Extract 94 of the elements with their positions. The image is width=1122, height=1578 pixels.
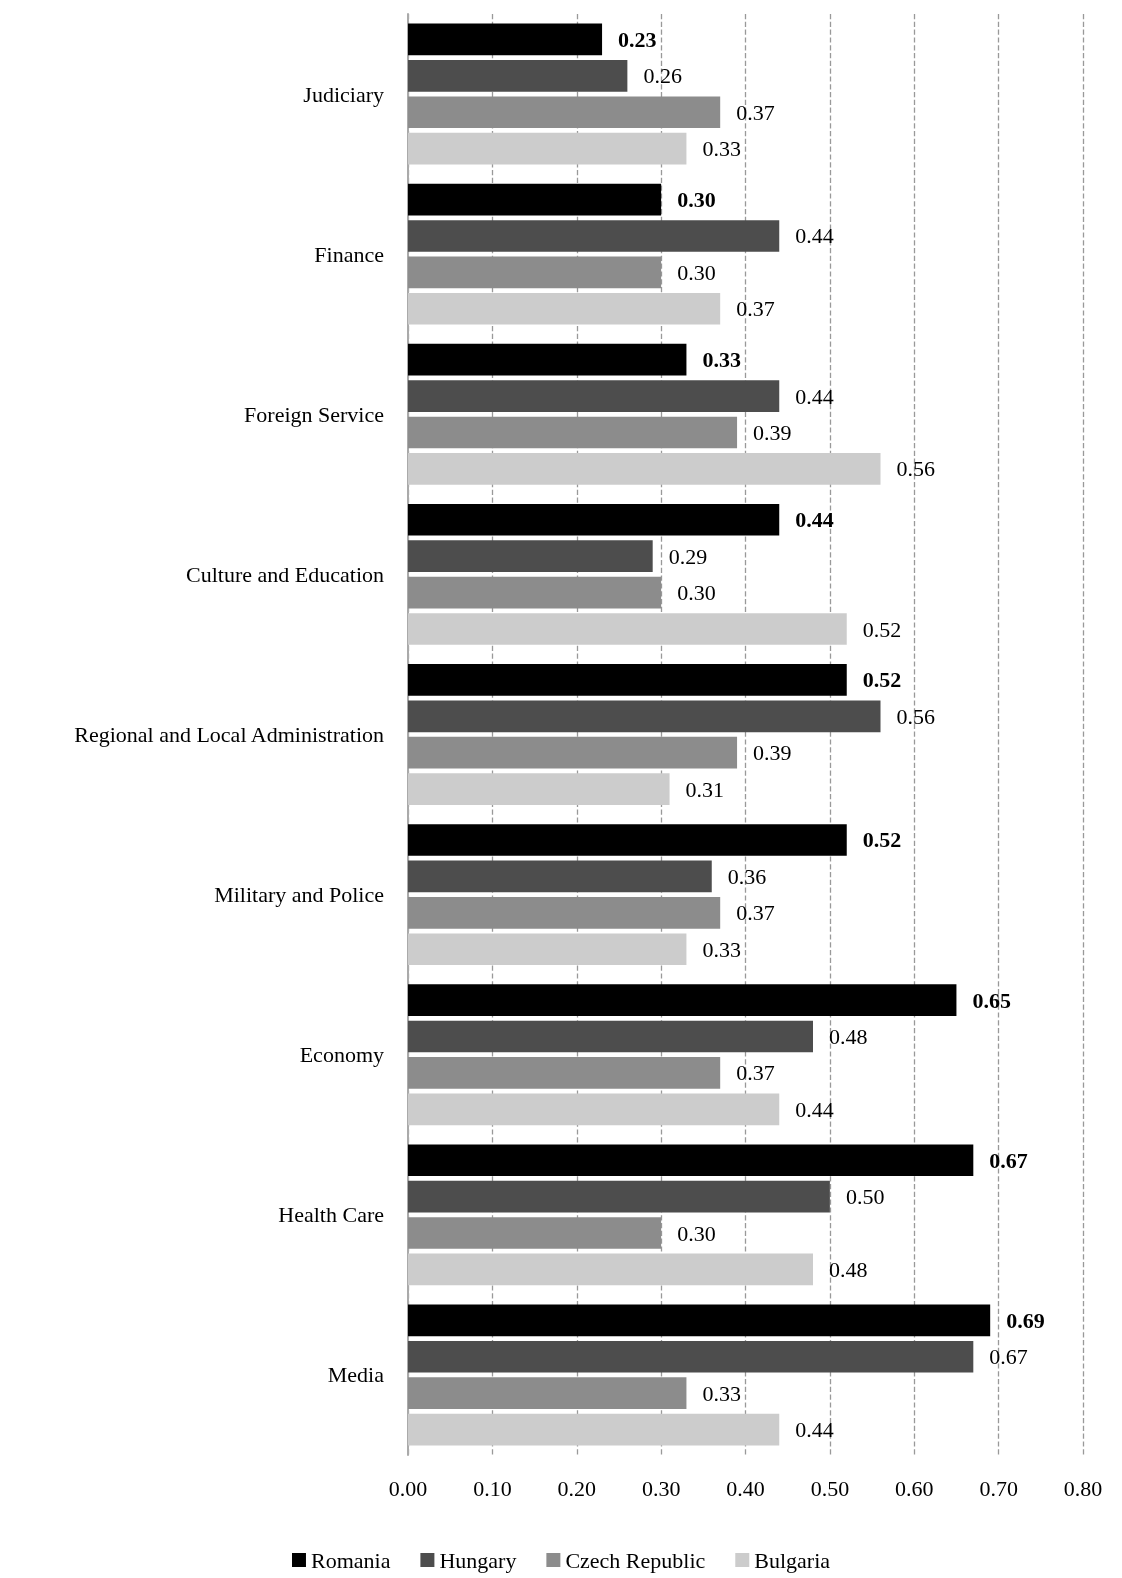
bar <box>408 343 687 376</box>
data-label: 0.37 <box>736 296 775 322</box>
data-label: 0.33 <box>702 1380 741 1406</box>
data-label: 0.65 <box>972 987 1011 1013</box>
data-label: 0.33 <box>702 936 741 962</box>
bar <box>408 1340 974 1373</box>
bar <box>408 613 847 645</box>
data-label: 0.30 <box>677 187 716 213</box>
data-label: 0.37 <box>736 900 775 926</box>
data-label: 0.44 <box>795 383 834 409</box>
data-label: 0.39 <box>753 419 792 445</box>
bar <box>408 664 847 696</box>
bar <box>408 824 847 856</box>
y-tick-label: Judiciary <box>303 81 384 107</box>
x-tick-label: 0.00 <box>388 1475 428 1501</box>
bar <box>408 773 670 805</box>
bar <box>408 503 780 536</box>
data-label: 0.30 <box>677 259 716 285</box>
bar <box>408 576 662 609</box>
bar <box>408 896 721 929</box>
y-tick-label: Finance <box>314 241 384 267</box>
data-label: 0.31 <box>685 776 725 802</box>
legend-label: Czech Republic <box>565 1547 706 1573</box>
data-label: 0.56 <box>896 703 935 729</box>
x-tick-label: 0.30 <box>641 1475 681 1501</box>
data-label: 0.44 <box>795 1096 834 1122</box>
bar <box>408 1253 813 1286</box>
bar <box>408 1093 780 1126</box>
x-tick-label: 0.20 <box>557 1475 596 1501</box>
bar <box>408 220 780 252</box>
x-tick-label: 0.50 <box>810 1475 850 1501</box>
data-label: 0.69 <box>1006 1307 1045 1333</box>
y-tick-label: Regional and Local Administration <box>74 722 384 747</box>
data-label: 0.37 <box>736 1060 775 1086</box>
data-label: 0.52 <box>862 616 902 642</box>
y-tick-label: Economy <box>299 1042 384 1068</box>
data-label: 0.33 <box>702 136 741 162</box>
bar <box>408 23 603 56</box>
bar <box>408 1304 991 1337</box>
data-label: 0.33 <box>702 347 741 373</box>
bar <box>408 380 780 412</box>
data-label: 0.26 <box>643 63 682 89</box>
bar <box>408 256 662 289</box>
bar <box>408 1180 830 1213</box>
data-label: 0.44 <box>795 223 834 249</box>
y-tick-label: Media <box>327 1362 385 1388</box>
data-label: 0.23 <box>618 26 657 52</box>
data-label: 0.48 <box>829 1256 868 1282</box>
data-label: 0.52 <box>862 667 902 693</box>
data-label: 0.44 <box>795 1417 834 1443</box>
data-label: 0.44 <box>795 507 834 533</box>
legend-label: Hungary <box>439 1547 517 1573</box>
data-label: 0.39 <box>753 740 792 766</box>
x-tick-label: 0.40 <box>726 1475 765 1501</box>
data-label: 0.37 <box>736 99 775 125</box>
data-label: 0.29 <box>668 543 708 569</box>
data-label: 0.56 <box>896 456 935 482</box>
x-tick-label: 0.70 <box>979 1475 1018 1501</box>
data-label: 0.50 <box>845 1184 885 1210</box>
bar <box>408 132 687 165</box>
x-tick-label: 0.10 <box>473 1475 512 1501</box>
legend-label: Bulgaria <box>754 1547 831 1573</box>
y-tick-label: Health Care <box>278 1202 384 1228</box>
x-tick-label: 0.80 <box>1063 1475 1103 1501</box>
x-tick-label: 0.60 <box>895 1475 934 1501</box>
bar <box>408 1020 813 1053</box>
data-label: 0.52 <box>862 827 902 853</box>
bar <box>408 933 687 966</box>
data-label: 0.67 <box>989 1344 1028 1370</box>
data-label: 0.36 <box>727 863 767 889</box>
bar <box>408 1144 974 1177</box>
bar <box>408 1217 662 1249</box>
y-tick-label: Foreign Service <box>244 401 384 427</box>
bar <box>408 453 881 485</box>
bar <box>408 860 712 893</box>
y-tick-label: Military and Police <box>214 882 384 908</box>
bar <box>408 1057 721 1089</box>
bar <box>408 96 721 129</box>
y-tick-label: Culture and Education <box>186 561 384 587</box>
bar <box>408 292 721 325</box>
bar <box>408 1377 687 1409</box>
bar <box>408 984 957 1016</box>
legend-label: Romania <box>310 1547 391 1573</box>
bar <box>408 736 738 769</box>
bar <box>408 1413 780 1446</box>
bar <box>408 183 662 216</box>
data-label: 0.30 <box>677 580 716 606</box>
data-label: 0.30 <box>677 1220 716 1246</box>
bar <box>408 540 653 573</box>
bar <box>408 700 881 733</box>
bar <box>408 416 738 449</box>
bar <box>408 60 628 92</box>
data-label: 0.48 <box>829 1024 868 1050</box>
data-label: 0.67 <box>989 1147 1028 1173</box>
